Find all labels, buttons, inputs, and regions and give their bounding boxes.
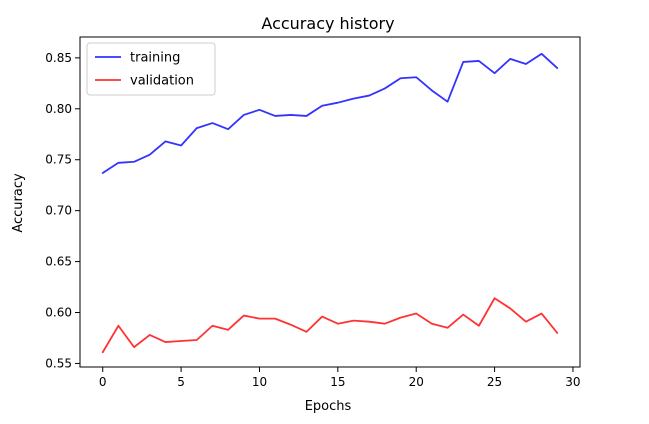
y-tick-label: 0.80 — [45, 102, 72, 116]
series-line-training — [101, 52, 559, 174]
y-tick-label: 0.85 — [45, 51, 72, 65]
legend-label-training: training — [130, 51, 180, 66]
y-tick-label: 0.60 — [45, 306, 72, 320]
chart-title: Accuracy history — [261, 14, 394, 33]
x-tick-label: 10 — [252, 375, 267, 389]
x-tick-label: 15 — [330, 375, 345, 389]
y-tick-label: 0.75 — [45, 153, 72, 167]
x-tick-label: 5 — [177, 375, 185, 389]
legend: training validation — [86, 42, 216, 96]
y-axis-label: Accuracy — [11, 173, 26, 233]
plot-area-frame — [79, 36, 581, 368]
series-line-validation — [101, 297, 559, 354]
legend-box — [86, 42, 216, 96]
legend-label-validation: validation — [130, 74, 194, 89]
x-tick-label: 20 — [409, 375, 424, 389]
x-tick-label: 30 — [565, 375, 580, 389]
x-tick-label: 25 — [487, 375, 502, 389]
series-layer — [101, 52, 559, 354]
x-axis-label: Epochs — [305, 399, 352, 414]
y-tick-label: 0.70 — [45, 204, 72, 218]
y-tick-label: 0.55 — [45, 356, 72, 370]
y-axis: 0.55 0.60 0.65 0.70 0.75 0.80 0.85 — [45, 51, 80, 370]
x-axis: 0 5 10 15 20 25 30 — [99, 367, 581, 389]
y-tick-label: 0.65 — [45, 255, 72, 269]
x-tick-label: 0 — [99, 375, 107, 389]
